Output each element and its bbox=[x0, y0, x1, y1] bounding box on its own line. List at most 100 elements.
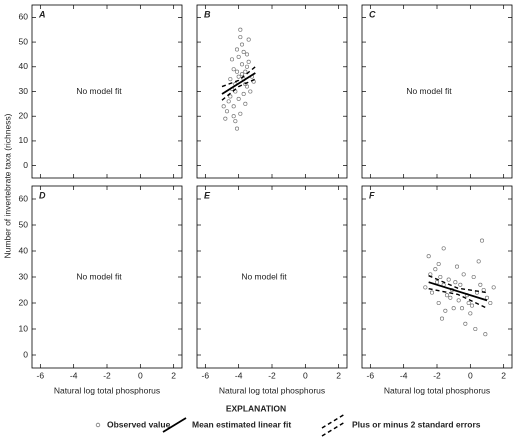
observed-point bbox=[239, 42, 245, 47]
observed-point bbox=[244, 52, 250, 57]
annotation: No model fit bbox=[76, 86, 122, 96]
observed-point bbox=[436, 261, 441, 267]
se-line bbox=[221, 66, 256, 88]
legend-point bbox=[95, 422, 101, 428]
x-tick-label: -6 bbox=[37, 370, 45, 380]
observed-point bbox=[234, 47, 240, 52]
observed-point bbox=[446, 277, 451, 282]
observed-point bbox=[461, 272, 466, 277]
observed-point bbox=[463, 321, 468, 326]
observed-point bbox=[466, 300, 471, 306]
x-tick-label: -4 bbox=[70, 370, 78, 380]
observed-point bbox=[476, 259, 481, 264]
legend-se bbox=[321, 413, 346, 429]
y-tick-label: 50 bbox=[19, 36, 29, 46]
observed-point bbox=[236, 54, 241, 59]
observed-point bbox=[444, 293, 450, 298]
observed-point bbox=[451, 306, 456, 311]
observed-point bbox=[481, 287, 486, 293]
y-tick-label: 20 bbox=[19, 297, 29, 307]
y-tick-label: 30 bbox=[19, 86, 29, 96]
observed-point bbox=[479, 238, 485, 243]
observed-point bbox=[243, 69, 248, 74]
panel-letter: A bbox=[38, 9, 46, 19]
x-tick-label: 2 bbox=[336, 370, 341, 380]
observed-point bbox=[484, 295, 490, 300]
observed-point bbox=[229, 57, 235, 62]
observed-point bbox=[488, 300, 493, 306]
observed-point bbox=[478, 282, 483, 287]
observed-point bbox=[243, 101, 248, 106]
observed-point bbox=[443, 308, 448, 313]
observed-point bbox=[231, 104, 236, 109]
observed-point bbox=[426, 254, 431, 259]
panel-letter: F bbox=[369, 190, 375, 200]
observed-point bbox=[453, 280, 458, 285]
panel-frame bbox=[361, 185, 513, 369]
observed-point bbox=[244, 64, 250, 69]
y-tick-label: 0 bbox=[23, 349, 28, 359]
se-line bbox=[221, 78, 256, 101]
observed-point bbox=[454, 264, 460, 269]
observed-point bbox=[468, 311, 473, 316]
x-tick-label: -4 bbox=[235, 370, 243, 380]
y-tick-label: 40 bbox=[19, 61, 29, 71]
y-tick-label: 50 bbox=[19, 219, 29, 229]
observed-point bbox=[236, 96, 241, 101]
legend-fit bbox=[162, 417, 187, 433]
observed-point bbox=[241, 91, 246, 97]
observed-point bbox=[234, 69, 240, 74]
x-tick-label: -4 bbox=[400, 370, 408, 380]
observed-point bbox=[436, 300, 441, 306]
observed-point bbox=[221, 104, 226, 109]
observed-point bbox=[459, 306, 465, 311]
observed-point bbox=[491, 285, 496, 290]
se-line bbox=[428, 288, 488, 309]
y-tick-label: 60 bbox=[19, 193, 29, 203]
observed-point bbox=[429, 290, 435, 295]
observed-point bbox=[248, 89, 253, 94]
observed-point bbox=[469, 303, 475, 308]
fit-line bbox=[428, 281, 488, 302]
observed-point bbox=[448, 295, 453, 300]
x-tick-label: -6 bbox=[367, 370, 375, 380]
observed-point bbox=[233, 119, 238, 124]
y-tick-label: 10 bbox=[19, 135, 29, 145]
observed-point bbox=[238, 111, 243, 116]
panel-letter: C bbox=[369, 9, 376, 19]
observed-point bbox=[438, 274, 443, 280]
observed-point bbox=[423, 285, 428, 290]
x-tick-label: -2 bbox=[103, 370, 111, 380]
observed-point bbox=[238, 35, 243, 40]
x-tick-label: 0 bbox=[303, 370, 308, 380]
observed-point bbox=[456, 298, 461, 303]
observed-point bbox=[246, 59, 251, 64]
se-line bbox=[428, 275, 488, 294]
x-tick-label: 0 bbox=[468, 370, 473, 380]
x-tick-label: 2 bbox=[501, 370, 506, 380]
observed-point bbox=[231, 114, 236, 119]
x-tick-label: -2 bbox=[433, 370, 441, 380]
y-tick-label: 60 bbox=[19, 12, 29, 22]
x-axis-label: Natural log total phosphorus bbox=[384, 385, 490, 395]
observed-point bbox=[473, 326, 478, 332]
observed-point bbox=[244, 84, 250, 89]
legend-item: Observed value bbox=[107, 419, 171, 429]
observed-point bbox=[441, 246, 446, 251]
legend-se bbox=[321, 421, 346, 437]
observed-point bbox=[228, 94, 233, 99]
observed-point bbox=[471, 274, 476, 280]
observed-point bbox=[246, 37, 251, 42]
observed-point bbox=[439, 316, 445, 321]
x-axis-label: Natural log total phosphorus bbox=[219, 385, 325, 395]
observed-point bbox=[238, 27, 243, 32]
x-tick-label: 0 bbox=[138, 370, 143, 380]
observed-point bbox=[434, 280, 440, 285]
y-axis-label: Number of invertebrate taxa (richness) bbox=[2, 113, 12, 258]
observed-point bbox=[224, 109, 230, 114]
legend-item: Mean estimated linear fit bbox=[192, 419, 291, 429]
observed-point bbox=[239, 62, 245, 67]
x-tick-label: -2 bbox=[268, 370, 276, 380]
observed-point bbox=[228, 77, 233, 82]
